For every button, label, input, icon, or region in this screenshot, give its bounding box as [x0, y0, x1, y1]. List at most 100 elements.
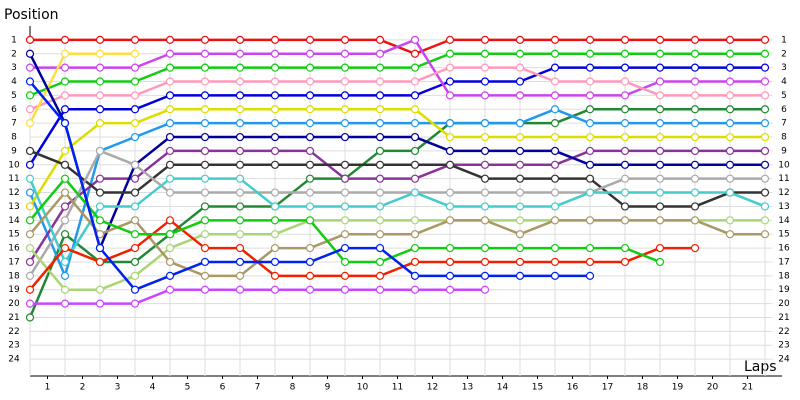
point — [340, 243, 350, 253]
point — [620, 77, 630, 86]
point — [690, 160, 700, 169]
y-tick-label: 8 — [11, 133, 17, 143]
point — [445, 49, 455, 58]
point — [480, 146, 490, 156]
point — [655, 119, 665, 128]
point — [655, 35, 665, 44]
point — [130, 174, 140, 183]
point — [480, 77, 490, 86]
point — [410, 188, 420, 197]
point — [515, 91, 525, 100]
point — [165, 188, 175, 197]
y-tick-label: 3 — [11, 63, 17, 73]
point — [550, 160, 560, 169]
y-tick-label-right: 21 — [778, 313, 789, 323]
point — [375, 160, 385, 169]
point — [270, 160, 280, 169]
point — [60, 174, 70, 183]
point — [95, 146, 105, 156]
point — [165, 174, 175, 183]
y-tick-label: 18 — [8, 271, 20, 281]
point — [130, 105, 140, 114]
point — [480, 216, 490, 225]
point — [375, 105, 385, 114]
x-tick-label: 18 — [637, 383, 649, 393]
series-line — [30, 288, 485, 305]
point — [25, 188, 35, 197]
point — [410, 63, 420, 72]
point — [305, 271, 315, 280]
point — [270, 243, 280, 253]
point — [235, 63, 245, 72]
y-tick-label: 5 — [11, 91, 17, 101]
point — [60, 257, 70, 267]
point — [340, 285, 350, 294]
point — [585, 105, 595, 114]
point — [25, 77, 35, 86]
point — [760, 146, 770, 156]
point — [375, 230, 385, 239]
point — [690, 49, 700, 58]
point — [760, 160, 770, 169]
point — [550, 49, 560, 58]
point — [60, 188, 70, 197]
point — [270, 132, 280, 142]
point — [60, 146, 70, 156]
point — [725, 146, 735, 156]
point — [165, 132, 175, 142]
series-line — [28, 149, 765, 263]
y-tick-label: 10 — [8, 160, 20, 170]
y-tick-label: 15 — [8, 230, 19, 240]
x-tick-label: 1 — [45, 383, 51, 393]
x-tick-label: 2 — [80, 383, 86, 393]
point — [690, 63, 700, 72]
point — [235, 105, 245, 114]
point — [515, 202, 525, 211]
point — [60, 243, 70, 253]
point — [165, 105, 175, 114]
point — [375, 77, 385, 86]
point — [585, 49, 595, 58]
point — [165, 285, 175, 294]
point — [95, 63, 105, 72]
point — [270, 188, 280, 197]
point — [480, 202, 490, 211]
point — [655, 174, 665, 183]
point — [200, 119, 210, 128]
point — [60, 230, 70, 239]
point — [375, 49, 385, 58]
point — [235, 77, 245, 86]
point — [200, 63, 210, 72]
point — [690, 132, 700, 142]
point — [375, 174, 385, 183]
y-tick-label: 1 — [11, 35, 17, 45]
point — [270, 257, 280, 267]
point — [725, 35, 735, 44]
x-tick-label: 11 — [392, 383, 403, 393]
point — [655, 91, 665, 100]
point — [480, 132, 490, 142]
point — [305, 243, 315, 253]
point — [270, 202, 280, 211]
y-tick-label-right: 11 — [778, 174, 789, 184]
point — [725, 132, 735, 142]
point — [305, 188, 315, 197]
point — [130, 243, 140, 253]
point — [445, 119, 455, 128]
x-axis-label: Laps — [744, 359, 777, 375]
point — [270, 216, 280, 225]
point — [200, 105, 210, 114]
point — [270, 146, 280, 156]
point — [760, 105, 770, 114]
point — [130, 230, 140, 239]
point — [305, 119, 315, 128]
point — [515, 230, 525, 239]
point — [25, 243, 35, 253]
point — [340, 91, 350, 100]
point — [200, 271, 210, 280]
point — [655, 160, 665, 169]
point — [690, 174, 700, 183]
point — [550, 132, 560, 142]
point — [95, 202, 105, 211]
point — [200, 230, 210, 239]
